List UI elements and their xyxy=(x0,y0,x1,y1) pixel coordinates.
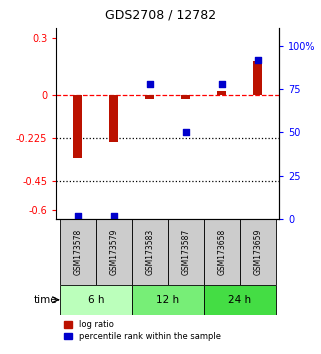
Bar xyxy=(253,61,262,95)
Text: GSM173659: GSM173659 xyxy=(253,229,262,275)
FancyBboxPatch shape xyxy=(204,219,240,285)
Legend: log ratio, percentile rank within the sample: log ratio, percentile rank within the sa… xyxy=(60,317,224,344)
Point xyxy=(111,213,116,218)
Bar xyxy=(109,95,118,142)
Point xyxy=(255,57,260,62)
Text: GSM173658: GSM173658 xyxy=(217,229,226,275)
Text: GSM173583: GSM173583 xyxy=(145,229,154,275)
Bar xyxy=(181,95,190,99)
Point xyxy=(219,81,224,87)
FancyBboxPatch shape xyxy=(204,285,276,315)
Text: GSM173587: GSM173587 xyxy=(181,229,190,275)
Text: 24 h: 24 h xyxy=(228,295,251,305)
Bar xyxy=(73,95,82,158)
Point xyxy=(147,81,152,87)
FancyBboxPatch shape xyxy=(132,285,204,315)
Bar xyxy=(217,91,226,95)
Point xyxy=(75,213,80,218)
FancyBboxPatch shape xyxy=(240,219,276,285)
Text: GDS2708 / 12782: GDS2708 / 12782 xyxy=(105,9,216,22)
FancyBboxPatch shape xyxy=(132,219,168,285)
Text: 12 h: 12 h xyxy=(156,295,179,305)
Bar xyxy=(145,95,154,99)
Text: time: time xyxy=(33,295,57,305)
FancyBboxPatch shape xyxy=(60,285,132,315)
Text: GSM173579: GSM173579 xyxy=(109,229,118,275)
Text: GSM173578: GSM173578 xyxy=(73,229,82,275)
Point xyxy=(183,130,188,135)
FancyBboxPatch shape xyxy=(168,219,204,285)
Text: 6 h: 6 h xyxy=(88,295,104,305)
FancyBboxPatch shape xyxy=(60,219,96,285)
FancyBboxPatch shape xyxy=(96,219,132,285)
